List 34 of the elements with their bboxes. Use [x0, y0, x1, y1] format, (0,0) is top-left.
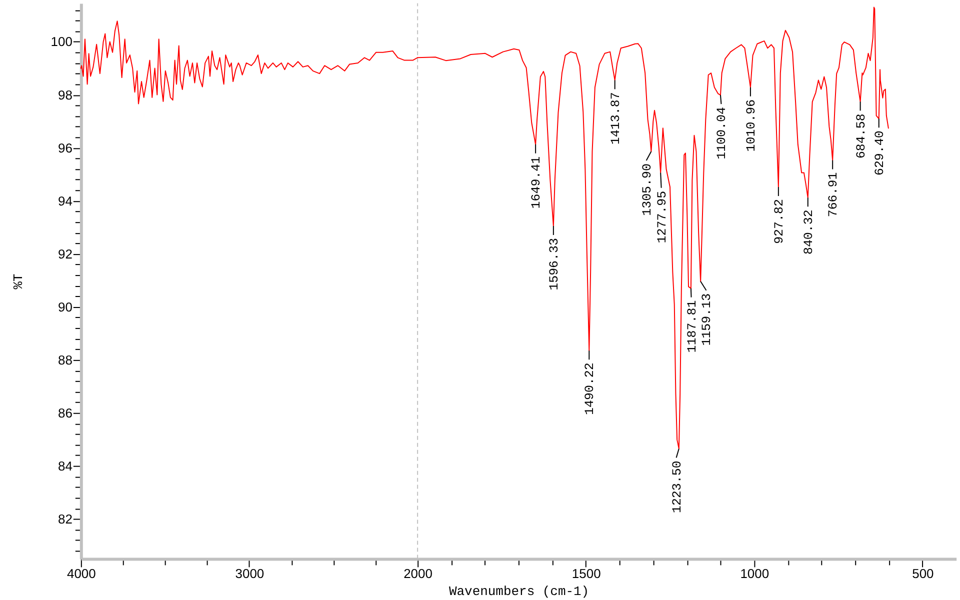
y-tick-label: 84	[58, 458, 72, 474]
x-tick-label: 3000	[235, 566, 264, 582]
x-axis-title: Wavenumbers (cm-1)	[448, 584, 590, 600]
annotation: 629.40	[872, 130, 887, 176]
y-tick-label: 96	[58, 140, 72, 156]
annotation: 1010.96	[744, 99, 758, 152]
y-tick-label: 82	[58, 511, 72, 526]
y-axis-title: %T	[10, 274, 26, 290]
annotation: 927.82	[772, 199, 786, 244]
annotation: 1223.50	[670, 460, 684, 514]
annotation: 1159.13	[700, 293, 714, 346]
x-tick-label: 1500	[572, 566, 601, 582]
annotation: 1413.87	[608, 92, 623, 145]
annotation: 1100.04	[715, 107, 730, 160]
y-tick-label: 86	[58, 405, 72, 420]
annotation: 1490.22	[583, 362, 598, 415]
x-tick-label: 1000	[740, 566, 770, 582]
x-tick-label: 4000	[66, 566, 96, 582]
y-tick-label: 92	[58, 246, 72, 262]
annotation: 1277.95	[655, 190, 670, 244]
annotation: 1305.90	[640, 163, 654, 216]
x-tick-label: 2000	[404, 566, 432, 582]
annotation: 1187.81	[685, 300, 700, 353]
y-tick-label: 98	[58, 87, 72, 102]
annotation: 684.58	[854, 114, 868, 159]
y-tick-label: 94	[58, 193, 72, 208]
annotation: 840.32	[802, 210, 816, 255]
x-tick-label: 500	[912, 566, 934, 582]
y-tick-label: 88	[58, 352, 72, 368]
annotation: 1649.41	[530, 156, 544, 209]
annotation: 1596.33	[547, 238, 562, 290]
annotation: 766.91	[826, 172, 841, 218]
y-tick-label: 90	[58, 299, 72, 314]
y-tick-label: 100	[50, 34, 72, 50]
